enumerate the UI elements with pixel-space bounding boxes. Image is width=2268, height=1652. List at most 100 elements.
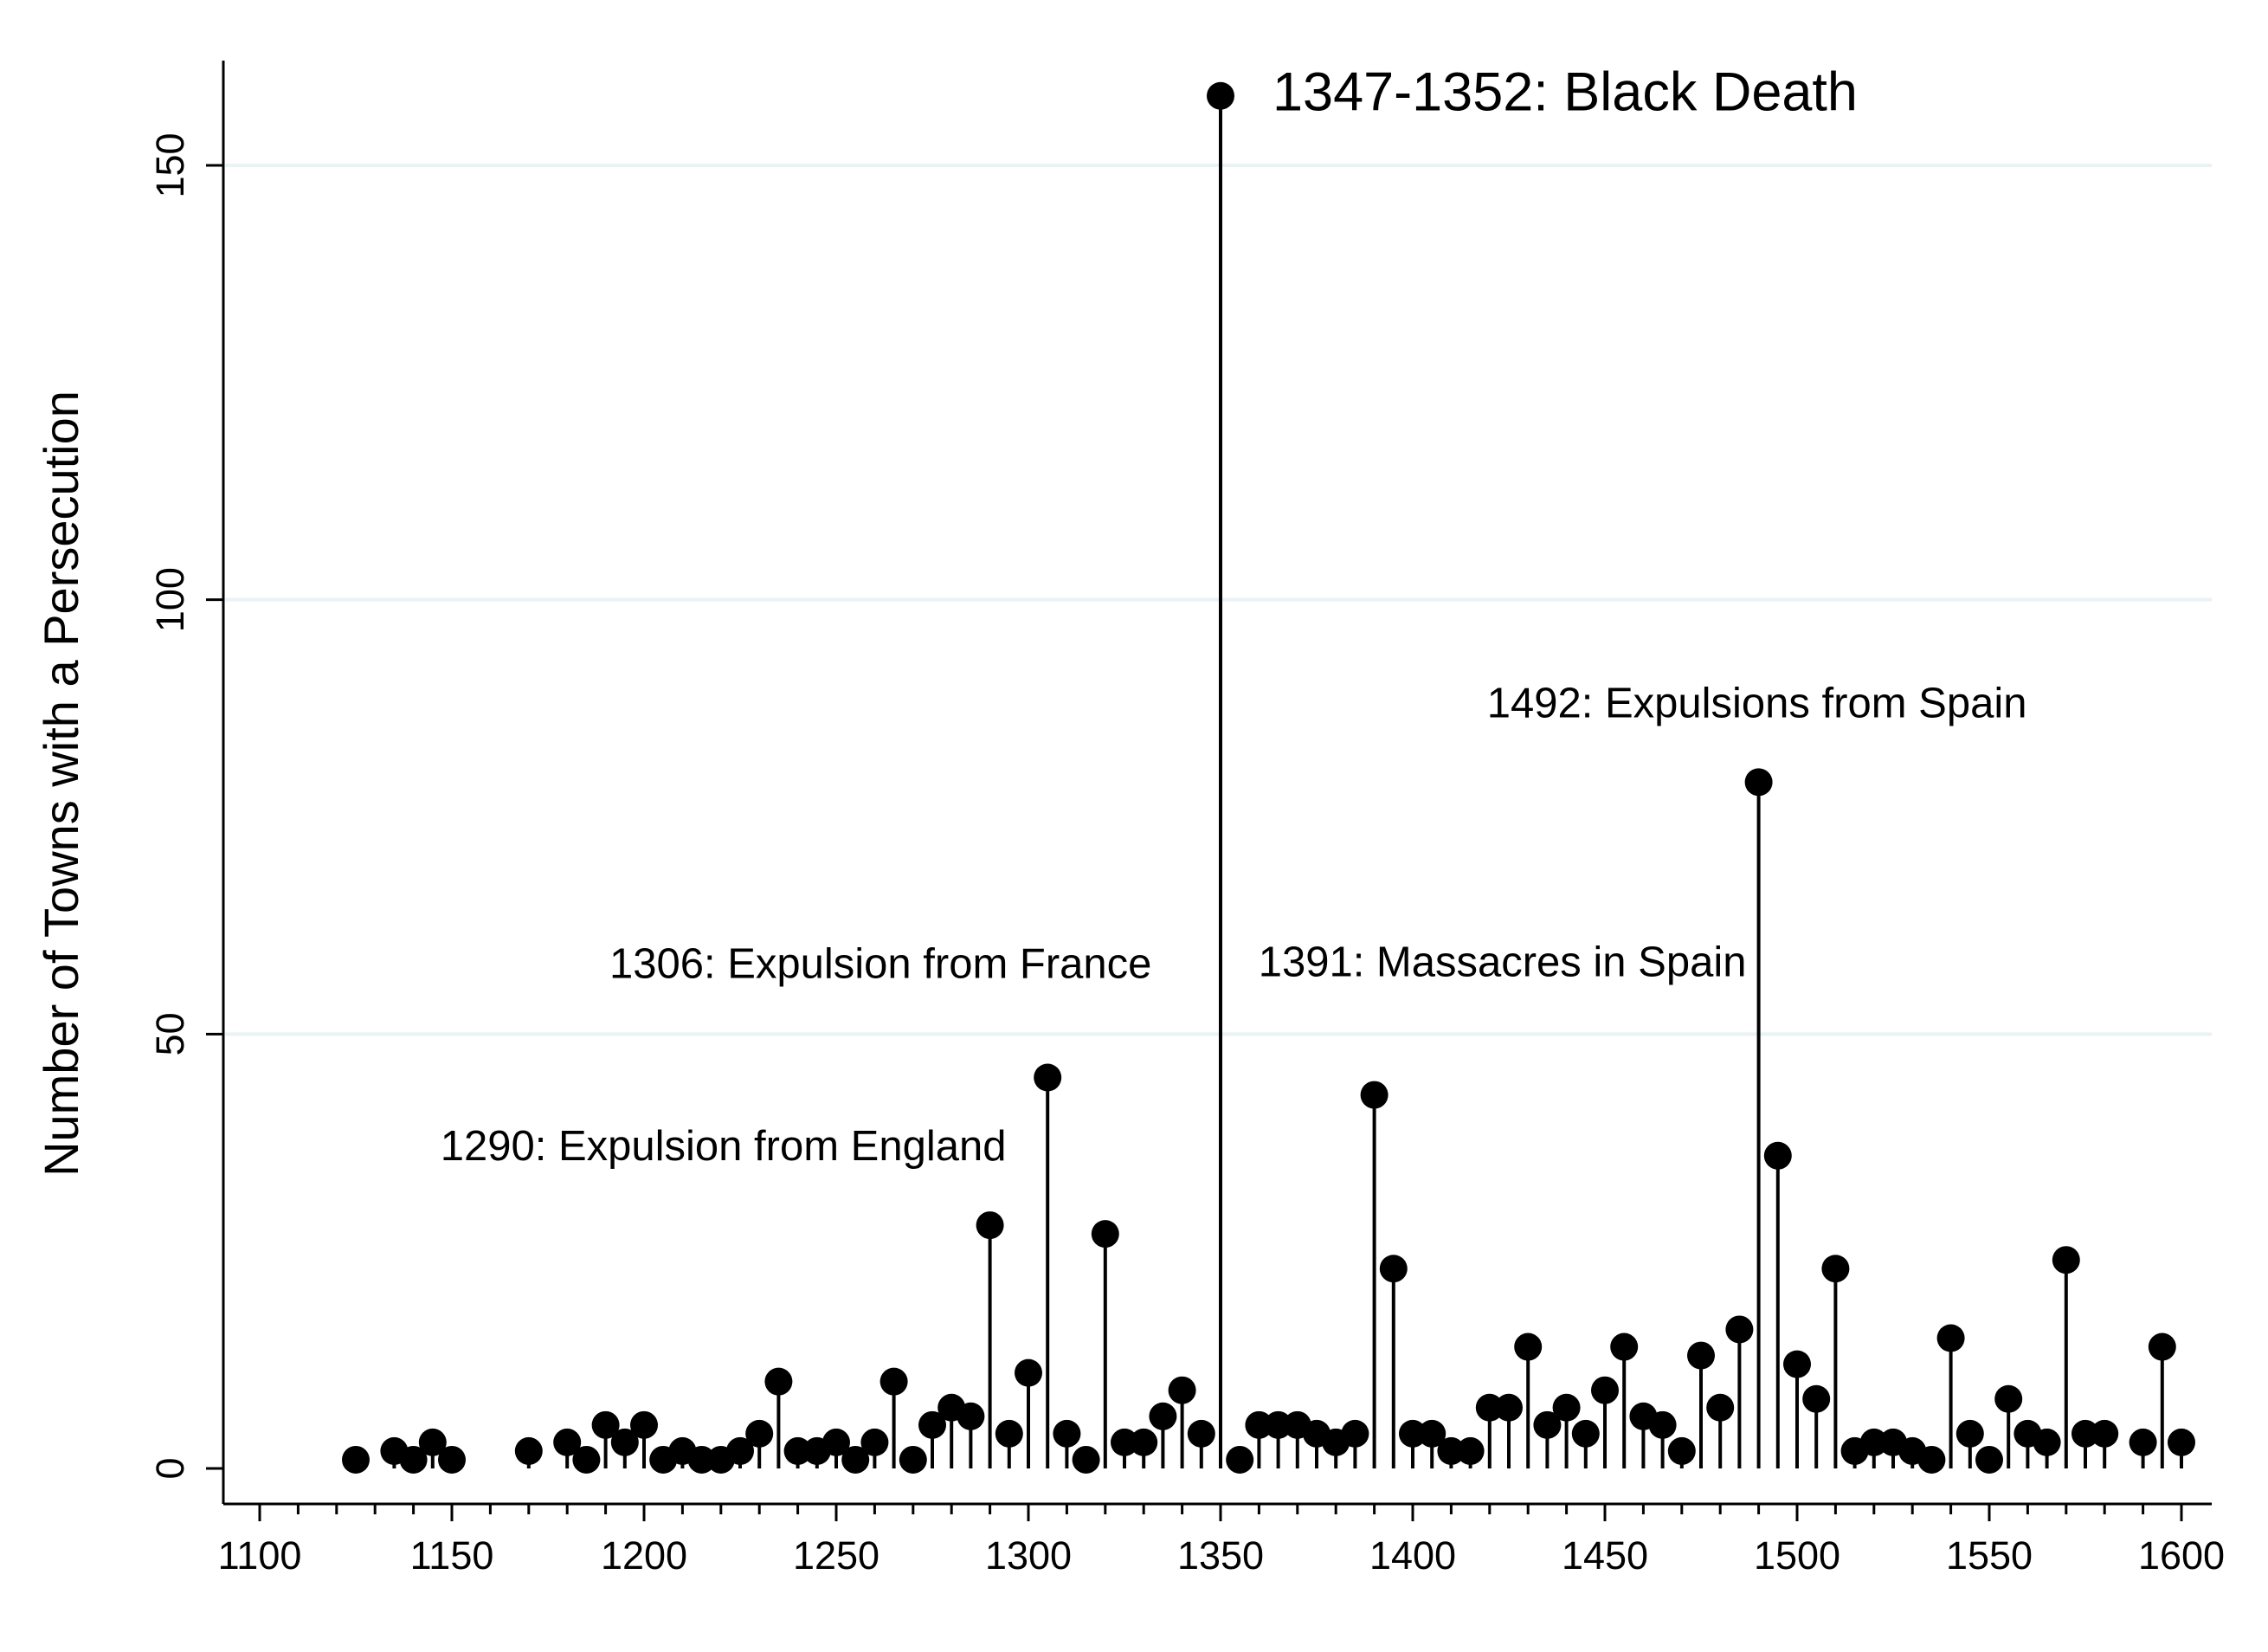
data-point-1250 [822,1428,850,1456]
data-point-1480 [1706,1393,1735,1422]
data-point-1490 [1744,768,1773,797]
y-tick-label-50: 50 [148,1012,192,1055]
data-point-1325 [1111,1428,1138,1456]
data-point-1485 [1725,1315,1754,1344]
data-point-1215 [687,1445,716,1474]
data-point-1340 [1168,1376,1196,1404]
data-point-1345 [1187,1419,1215,1448]
data-point-1270 [899,1445,927,1474]
data-point-1300 [1015,1358,1042,1387]
data-point-1575 [2071,1419,2099,1448]
data-point-1305 [1034,1063,1062,1092]
data-point-1500 [1783,1350,1811,1378]
x-tick-label-1200: 1200 [601,1533,687,1578]
data-point-1310 [1053,1419,1081,1448]
data-point-1265 [879,1367,908,1396]
data-point-1285 [957,1402,985,1430]
data-point-1450 [1591,1376,1619,1404]
data-point-1315 [1072,1445,1100,1474]
data-point-1600 [2168,1428,2195,1456]
x-tick-label-1100: 1100 [218,1533,302,1578]
data-point-1290 [976,1211,1004,1240]
x-tick-label-1250: 1250 [793,1533,879,1578]
data-point-1550 [1975,1445,2003,1474]
data-point-1520 [1859,1428,1888,1456]
data-point-1555 [1994,1384,2023,1413]
data-point-1275 [918,1410,946,1439]
data-point-1435 [1533,1410,1562,1439]
data-point-1145 [418,1428,447,1456]
data-point-1425 [1495,1393,1523,1422]
data-point-1170 [514,1436,543,1465]
data-point-1185 [572,1445,601,1474]
data-point-1470 [1667,1436,1696,1465]
data-point-1255 [841,1445,870,1474]
data-point-1295 [995,1419,1023,1448]
y-tick-label-100: 100 [148,567,192,632]
data-point-1415 [1456,1436,1485,1465]
data-point-1455 [1610,1333,1639,1361]
y-tick-label-0: 0 [148,1457,192,1479]
data-point-1390 [1360,1081,1389,1109]
data-point-1420 [1475,1393,1504,1422]
data-marks [342,81,2195,1474]
data-point-1195 [610,1428,639,1456]
data-point-1320 [1091,1220,1119,1249]
data-point-1540 [1936,1324,1965,1352]
annotation-4: 1290: Expulsion from England [441,1123,1007,1170]
x-tick-label-1400: 1400 [1369,1533,1456,1578]
data-point-1595 [2148,1333,2176,1361]
data-point-1570 [2052,1246,2080,1274]
data-point-1330 [1130,1428,1158,1456]
data-point-1565 [2033,1428,2061,1456]
data-point-1200 [630,1410,658,1439]
data-point-1400 [1399,1419,1427,1448]
x-tick-label-1500: 1500 [1754,1533,1840,1578]
data-point-1445 [1571,1419,1600,1448]
annotation-2: 1306: Expulsion from France [609,940,1151,987]
data-point-1360 [1245,1410,1273,1439]
data-point-1180 [553,1428,582,1456]
data-point-1475 [1687,1341,1715,1370]
data-point-1440 [1552,1393,1581,1422]
gridlines [225,164,2212,1036]
annotation-1: 1492: Expulsions from Spain [1487,680,2027,726]
x-tick-label-1450: 1450 [1562,1533,1648,1578]
annotation-3: 1391: Massacres in Spain [1259,939,1747,986]
y-axis-label: Number of Towns with a Persecution [34,390,88,1177]
data-point-1240 [783,1436,812,1465]
x-tick-label-1350: 1350 [1177,1533,1264,1578]
data-point-1405 [1418,1419,1446,1448]
annotation-0: 1347-1352: Black Death [1273,61,1858,122]
data-point-1465 [1648,1410,1677,1439]
data-point-1430 [1514,1333,1543,1361]
data-point-1395 [1379,1255,1408,1283]
data-point-1125 [342,1445,370,1474]
x-tick-label-1300: 1300 [985,1533,1072,1578]
x-tick-label-1600: 1600 [2138,1533,2225,1578]
data-point-1260 [860,1428,889,1456]
data-point-1190 [591,1410,620,1439]
data-point-1410 [1437,1436,1466,1465]
data-point-1140 [399,1445,428,1474]
data-point-1335 [1149,1402,1177,1430]
data-point-1510 [1821,1255,1850,1283]
data-point-1495 [1763,1141,1792,1170]
data-point-1230 [745,1419,774,1448]
axes [222,61,2212,1506]
x-tick-label-1550: 1550 [1946,1533,2033,1578]
data-point-1350 [1207,81,1234,110]
annotations: 1347-1352: Black Death 1492: Expulsions f… [441,61,2027,1170]
data-point-1505 [1802,1384,1831,1413]
data-point-1365 [1264,1410,1292,1439]
data-point-1590 [2129,1428,2157,1456]
data-point-1235 [764,1367,793,1396]
data-point-1225 [726,1436,754,1465]
data-point-1355 [1226,1445,1254,1474]
y-tick-label-150: 150 [148,132,192,197]
data-point-1150 [438,1445,466,1474]
data-point-1545 [1956,1419,1984,1448]
ticks: 0 50 100 150 1100 1150 1200 1250 1300 1350 1400 145… [148,132,2225,1578]
